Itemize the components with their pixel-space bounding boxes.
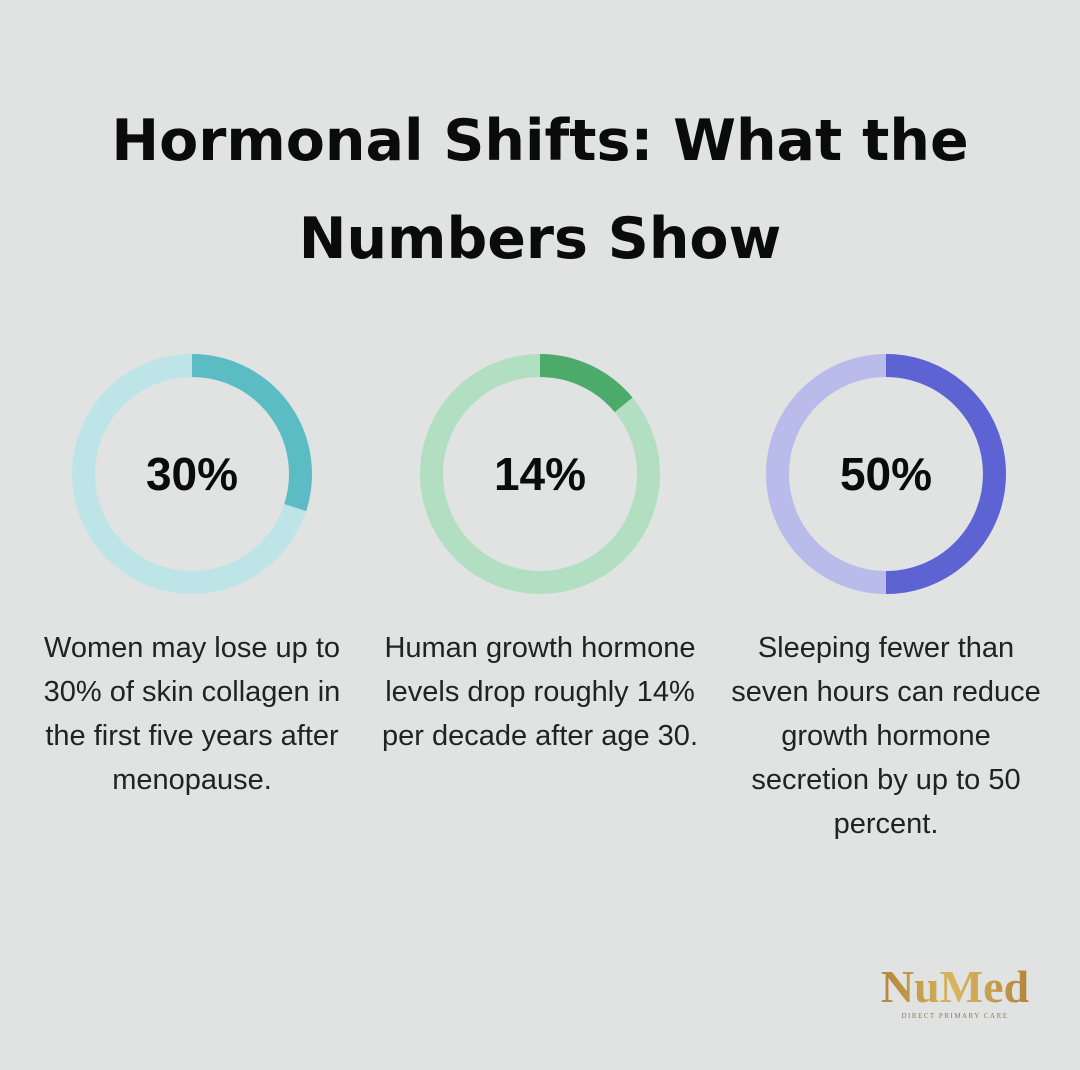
- caption: Sleeping fewer than seven hours can redu…: [731, 632, 1041, 840]
- caption: Women may lose up to 30% of skin collage…: [43, 632, 341, 796]
- donut-arc: [539, 354, 633, 413]
- donut-label: 30%: [146, 448, 238, 500]
- logo: NuMed DIRECT PRIMARY CARE: [860, 962, 1050, 1021]
- logo-tagline: DIRECT PRIMARY CARE: [901, 1012, 1009, 1020]
- logo-name: NuMed: [860, 962, 1050, 1012]
- donut-label: 50%: [840, 448, 932, 500]
- caption: Human growth hormone levels drop roughly…: [381, 632, 698, 752]
- donut-arc: [191, 354, 312, 512]
- title: Hormonal Shifts: What the Numbers Show: [111, 108, 969, 272]
- donut-label: 14%: [494, 448, 586, 500]
- donut-arc: [885, 354, 1006, 594]
